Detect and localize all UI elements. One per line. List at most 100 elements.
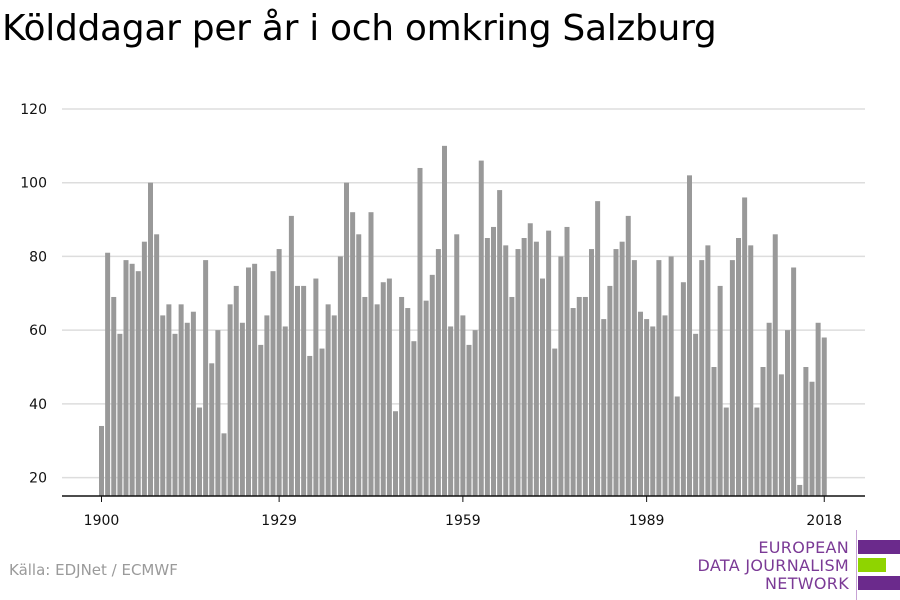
bar-1979: [582, 296, 588, 496]
bar-1965: [497, 190, 503, 496]
x-axis: 1900 1929 1959 1989 2018: [62, 495, 865, 529]
bar-1914: [184, 322, 190, 496]
bar-1971: [533, 241, 539, 496]
bar-1973: [546, 230, 552, 496]
bars: [99, 145, 827, 497]
bar-1904: [123, 260, 129, 496]
bar-1905: [129, 263, 135, 496]
bar-1920: [221, 433, 227, 496]
bar-1985: [619, 241, 625, 496]
bar-1956: [442, 145, 447, 497]
bar-1994: [674, 396, 680, 496]
bar-1926: [258, 344, 264, 496]
bar-2015: [803, 367, 809, 496]
bar-1908: [148, 182, 153, 496]
bar-1996: [687, 175, 692, 496]
bar-1949: [399, 296, 405, 496]
bar-2011: [778, 374, 784, 496]
bar-1901: [105, 252, 111, 496]
bar-1955: [435, 249, 441, 496]
bar-1963: [484, 238, 490, 496]
bar-1995: [680, 282, 686, 496]
bar-1906: [135, 271, 141, 496]
logo-stripe-purple-bottom: [858, 576, 900, 590]
bar-1964: [491, 226, 496, 496]
bar-1907: [141, 241, 147, 496]
bar-1966: [503, 245, 509, 496]
bar-1950: [405, 308, 411, 496]
bar-1932: [295, 285, 300, 496]
bar-1921: [227, 304, 233, 496]
bar-1916: [197, 407, 202, 496]
source-note: Källa: EDJNet / ECMWF: [9, 561, 178, 579]
bar-1944: [368, 212, 374, 496]
bar-1931: [288, 215, 294, 496]
logo-stripe-green: [858, 558, 886, 572]
bar-2006: [748, 245, 754, 496]
bar-2007: [754, 407, 760, 496]
bar-1935: [313, 278, 319, 496]
bar-2017: [815, 322, 821, 496]
bar-1968: [515, 249, 521, 496]
x-tick-label: 1929: [261, 513, 297, 529]
y-axis: 20 40 60 80 100 120: [20, 102, 47, 487]
bar-1960: [466, 344, 472, 496]
logo-stripe-purple-top: [858, 540, 900, 554]
bar-2002: [723, 407, 729, 496]
bar-1940: [344, 182, 349, 496]
bar-1946: [380, 282, 386, 496]
bar-1961: [472, 330, 478, 496]
bar-chart: 20 40 60 80 100 120 1900 1929 1959 1989 2018: [20, 102, 865, 529]
bar-1918: [209, 363, 215, 496]
logo-line-2: DATA JOURNALISM: [697, 556, 849, 575]
bar-1972: [540, 278, 545, 496]
bar-2005: [742, 197, 748, 496]
bar-2012: [785, 330, 790, 496]
bar-1992: [662, 315, 668, 496]
bar-1977: [570, 308, 576, 496]
bar-1978: [576, 296, 582, 496]
bar-1982: [601, 319, 607, 496]
bar-1922: [233, 285, 239, 496]
bar-1953: [423, 300, 429, 496]
bar-1999: [705, 245, 711, 496]
bar-1981: [595, 201, 601, 496]
bar-1928: [270, 271, 276, 496]
bar-1948: [393, 411, 398, 496]
bar-1939: [337, 256, 343, 496]
bar-1967: [509, 296, 515, 496]
bar-1909: [154, 234, 160, 496]
bar-1959: [460, 315, 466, 496]
bar-1945: [374, 304, 380, 496]
logo-line-3: NETWORK: [765, 574, 849, 593]
bar-1933: [301, 285, 307, 496]
bar-1910: [160, 315, 166, 496]
logo-divider: [856, 530, 857, 600]
x-tick-label: 1900: [84, 513, 120, 529]
edjnet-logo: EUROPEAN DATA JOURNALISM NETWORK: [697, 530, 900, 600]
bar-1991: [656, 260, 662, 496]
bar-1929: [276, 249, 282, 496]
bar-1934: [307, 355, 313, 496]
bar-1989: [644, 319, 650, 496]
y-tick-label: 80: [29, 249, 47, 265]
y-tick-label: 40: [29, 397, 47, 413]
bar-1902: [111, 296, 117, 496]
bar-1925: [252, 263, 258, 496]
x-tick-label: 1959: [445, 513, 481, 529]
bar-2013: [791, 267, 797, 496]
bar-1970: [527, 223, 533, 496]
chart-title: Kölddagar per år i och omkring Salzburg: [2, 8, 717, 49]
bar-1952: [417, 167, 423, 496]
bar-1903: [117, 333, 123, 496]
y-tick-label: 20: [29, 471, 47, 487]
bar-2004: [736, 238, 741, 496]
bar-1990: [650, 326, 656, 496]
bar-1912: [172, 333, 178, 496]
bar-1983: [607, 285, 613, 496]
bar-1987: [631, 260, 637, 496]
bar-1919: [215, 330, 221, 496]
bar-1958: [454, 234, 460, 496]
bar-1936: [319, 348, 325, 496]
bar-1962: [478, 160, 484, 496]
